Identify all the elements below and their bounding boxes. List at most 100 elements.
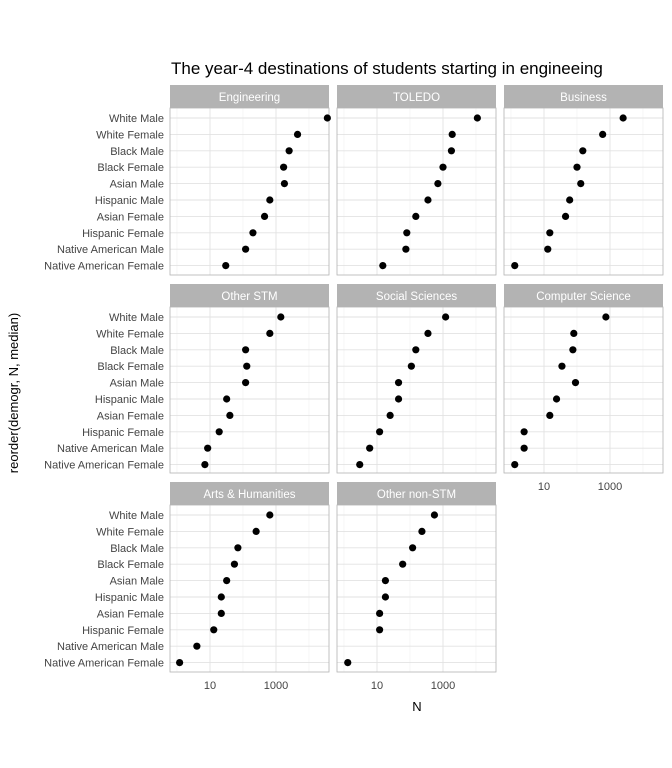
strip-label: Business <box>560 92 607 104</box>
data-point <box>430 511 439 519</box>
strip-label: Other non-STM <box>377 489 456 501</box>
y-tick-label: Black Female <box>97 559 164 571</box>
chart-title: The year-4 destinations of students star… <box>171 59 603 78</box>
y-tick-label: White Male <box>109 312 164 324</box>
strip-label: Arts & Humanities <box>203 489 295 501</box>
y-tick-label: Hispanic Male <box>95 195 164 207</box>
y-tick-label: White Female <box>96 129 164 141</box>
data-point <box>344 659 352 667</box>
data-point <box>379 262 387 270</box>
strip-other-stm <box>170 284 329 307</box>
data-point <box>204 444 212 452</box>
y-tick-label: White Female <box>96 526 164 538</box>
y-axis-label: reorder(demogr, N, median) <box>6 313 21 473</box>
data-point <box>546 411 554 419</box>
panel-other-stm: Other STM White Male White Female Black Mal… <box>44 284 330 474</box>
strip-other-non-stm <box>337 482 496 505</box>
data-point <box>193 642 201 650</box>
y-tick-label: Asian Male <box>110 378 164 390</box>
y-tick-label: Hispanic Male <box>95 394 164 406</box>
data-point <box>602 313 610 321</box>
data-point <box>403 229 411 237</box>
x-tick-label: 1000 <box>431 680 455 692</box>
data-point <box>323 114 331 122</box>
data-point <box>412 212 420 220</box>
data-point <box>386 411 394 419</box>
y-tick-label: Hispanic Female <box>82 427 164 439</box>
data-point <box>412 346 420 354</box>
y-tick-label: Native American Male <box>57 244 164 256</box>
data-point <box>226 411 234 419</box>
x-axis-label: N <box>412 699 421 714</box>
panel-frame <box>336 107 497 276</box>
panel-frame <box>503 306 664 474</box>
data-point <box>511 461 519 469</box>
data-point <box>579 147 587 155</box>
data-point <box>366 444 374 452</box>
y-tick-label: Native American Female <box>44 460 164 472</box>
data-point <box>222 262 230 270</box>
strip-label: Computer Science <box>536 291 631 303</box>
strip-toledo <box>337 85 496 108</box>
y-tick-label: Hispanic Female <box>82 625 164 637</box>
data-point <box>424 196 432 204</box>
data-point <box>176 659 184 667</box>
x-tick-label: 1000 <box>264 680 288 692</box>
data-point <box>442 313 450 321</box>
x-tick-label: 10 <box>204 680 216 692</box>
data-point <box>230 560 239 568</box>
y-tick-label: Asian Male <box>110 576 164 588</box>
data-point <box>447 147 456 155</box>
data-point <box>399 560 407 568</box>
panel-business: Business <box>503 85 664 276</box>
x-tick-label: 1000 <box>598 481 622 493</box>
data-point <box>266 329 274 337</box>
data-point <box>439 163 447 171</box>
data-point <box>619 114 627 122</box>
data-point <box>418 527 426 536</box>
data-point <box>242 379 250 387</box>
data-point <box>223 395 231 403</box>
y-tick-label: Native American Female <box>44 658 164 670</box>
y-tick-label: Native American Male <box>57 641 164 653</box>
y-tick-label: White Male <box>109 113 164 125</box>
y-tick-label: Black Male <box>110 345 164 357</box>
data-point <box>210 626 218 634</box>
panel-frame <box>169 306 330 474</box>
data-point <box>381 577 390 585</box>
data-point <box>266 511 274 519</box>
data-point <box>356 461 364 469</box>
data-point <box>242 346 250 354</box>
panel-frame <box>336 504 497 673</box>
y-tick-label: Hispanic Male <box>95 592 164 604</box>
y-tick-label: Asian Female <box>97 608 164 620</box>
data-point <box>566 196 574 204</box>
y-tick-label: Native American Female <box>44 261 164 273</box>
data-point <box>407 362 415 370</box>
strip-arts-humanities <box>170 482 329 505</box>
panel-other-non-stm: Other non-STM 10 1000 <box>336 482 497 692</box>
data-point <box>376 428 384 436</box>
data-point <box>242 245 250 253</box>
data-point <box>243 362 251 370</box>
data-point <box>473 114 481 122</box>
data-point <box>577 180 585 188</box>
x-tick-label: 10 <box>371 680 383 692</box>
strip-label: Engineering <box>219 92 280 104</box>
data-point <box>293 130 302 138</box>
strip-computer-science <box>504 284 663 307</box>
y-tick-label: Asian Male <box>110 179 164 191</box>
data-point <box>260 212 269 220</box>
data-point <box>201 461 209 469</box>
data-point <box>249 229 257 237</box>
panels-layer: Engineering White Male White Female Black M… <box>44 85 664 692</box>
y-tick-label: Black Female <box>97 162 164 174</box>
strip-label: Other STM <box>221 291 277 303</box>
data-point <box>217 609 225 618</box>
data-point <box>552 395 561 403</box>
data-point <box>434 180 442 188</box>
y-tick-label: Native American Male <box>57 443 164 455</box>
data-point <box>252 527 260 536</box>
data-point <box>381 593 390 601</box>
